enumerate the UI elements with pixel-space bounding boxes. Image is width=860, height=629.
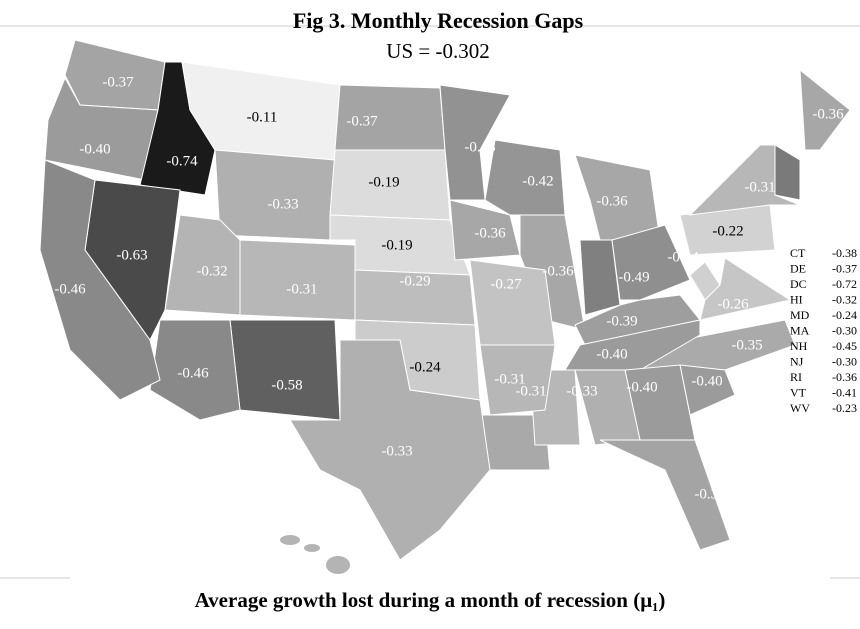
state-value: -0.31 — [744, 179, 775, 195]
island — [326, 556, 350, 574]
side-value: -0.30 — [832, 354, 857, 368]
side-name: HI — [790, 292, 803, 306]
state-value: -0.33 — [566, 383, 597, 399]
state — [599, 439, 731, 551]
state-value: -0.40 — [626, 379, 657, 395]
state-value: -0.36 — [542, 263, 574, 279]
state-value: -0.29 — [399, 273, 430, 289]
state — [214, 149, 336, 241]
caption: Average growth lost during a month of re… — [195, 588, 666, 612]
side-value: -0.37 — [832, 261, 857, 275]
state — [469, 259, 556, 346]
state-value: -0.31 — [286, 281, 317, 297]
state-value: -0.40 — [596, 346, 627, 362]
state-value: -0.44 — [667, 249, 699, 265]
side-name: NJ — [790, 354, 804, 368]
side-name: NH — [790, 339, 808, 353]
state — [564, 319, 701, 371]
state-value: -0.22 — [712, 223, 743, 239]
state-value: -0.33 — [267, 196, 298, 212]
state — [699, 257, 792, 321]
island — [280, 535, 300, 545]
side-name: MD — [790, 308, 810, 322]
island — [304, 544, 320, 552]
state-value: -0.31 — [494, 371, 525, 387]
state — [229, 319, 341, 421]
state — [239, 239, 356, 321]
state-value: -0.31 — [515, 383, 546, 399]
state — [774, 144, 801, 201]
state-value: -0.39 — [606, 313, 637, 329]
state — [611, 224, 691, 301]
state-value: -0.74 — [166, 153, 198, 169]
state-value: -0.11 — [247, 109, 278, 125]
state-value: -0.19 — [368, 174, 399, 190]
state-value: -0.36 — [474, 225, 506, 241]
state-value: -0.37 — [102, 74, 134, 90]
state-value: -0.37 — [346, 113, 378, 129]
state-value: -0.24 — [409, 359, 441, 375]
state — [799, 68, 851, 151]
side-name: RI — [790, 370, 802, 384]
state-value: -0.32 — [196, 263, 227, 279]
side-name: DC — [790, 277, 807, 291]
side-value: -0.36 — [832, 370, 857, 384]
state — [164, 214, 241, 316]
side-value: -0.30 — [832, 323, 857, 337]
state-value: -0.40 — [79, 141, 110, 157]
side-value: -0.41 — [832, 385, 857, 399]
title: Fig 3. Monthly Recession Gaps — [293, 8, 584, 33]
state-value: -0.49 — [618, 269, 649, 285]
state-value: -0.63 — [116, 247, 147, 263]
state-value: -0.36 — [812, 106, 844, 122]
state-value: -0.40 — [691, 373, 722, 389]
state — [688, 144, 801, 216]
side-value: -0.72 — [832, 277, 857, 291]
side-value: -0.23 — [832, 401, 857, 415]
side-value: -0.24 — [832, 308, 857, 322]
side-name: MA — [790, 323, 810, 337]
state-value: -0.33 — [381, 443, 412, 459]
subtitle: US = -0.302 — [386, 39, 489, 63]
state-value: -0.37 — [694, 486, 726, 502]
state-value: -0.46 — [177, 365, 209, 381]
state-value: -0.26 — [717, 296, 749, 312]
states — [39, 39, 851, 574]
state-value: -0.43 — [464, 139, 495, 155]
side-value: -0.45 — [832, 339, 857, 353]
side-name: WV — [790, 401, 810, 415]
side-name: VT — [790, 385, 807, 399]
state-value: -0.46 — [54, 281, 86, 297]
side-name: DE — [790, 261, 806, 275]
state-value: -0.27 — [490, 276, 522, 292]
state — [39, 159, 161, 401]
side-name: CT — [790, 246, 806, 260]
state — [519, 214, 586, 331]
state — [289, 339, 491, 561]
state-value: -0.35 — [731, 337, 762, 353]
side-value: -0.32 — [832, 292, 857, 306]
state-value: -0.42 — [522, 173, 553, 189]
state-value: -0.58 — [271, 377, 302, 393]
state-value: -0.19 — [381, 237, 412, 253]
side-value: -0.38 — [832, 246, 857, 260]
state-value: -0.36 — [596, 193, 628, 209]
